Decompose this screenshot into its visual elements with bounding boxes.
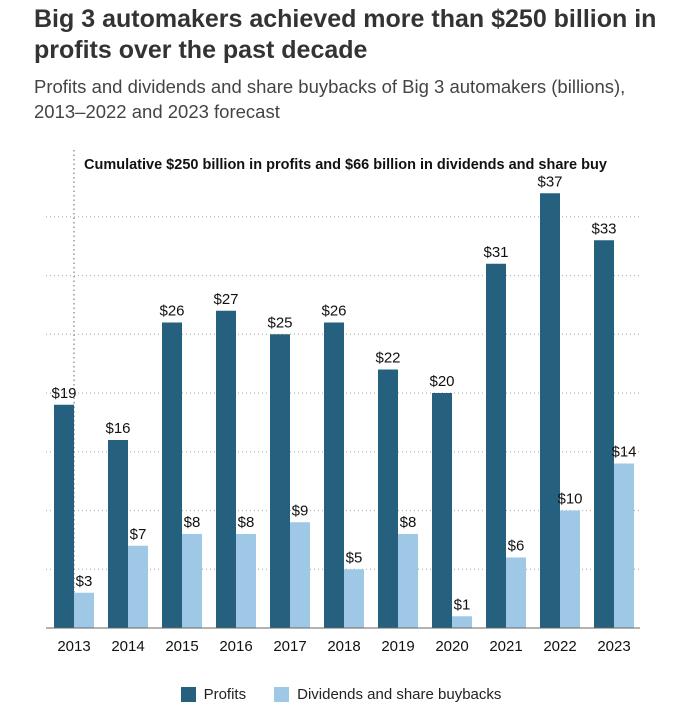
legend-item-dividends: Dividends and share buybacks — [274, 686, 501, 703]
bar-dividends-2021 — [506, 557, 526, 628]
bar-dividends-2015 — [182, 534, 202, 628]
bar-profits-2013 — [54, 404, 74, 628]
value-label-dividends-2023: $14 — [611, 444, 636, 461]
legend-swatch-dividends — [274, 687, 290, 702]
bar-dividends-2013 — [74, 592, 94, 628]
value-label-profits-2019: $22 — [375, 350, 400, 367]
x-tick-label-2016: 2016 — [219, 638, 252, 655]
chart-subtitle: Profits and dividends and share buybacks… — [34, 76, 626, 122]
value-labels: $19 $3 $16 $7 $26 $8 $27 $8 $25 $9 $26 $5 $22 $8 $20 $1… — [51, 173, 636, 613]
bar-profits-2017 — [270, 334, 290, 628]
value-label-profits-2022: $37 — [537, 173, 562, 190]
x-tick-label-2015: 2015 — [165, 638, 198, 655]
x-tick-label-2023: 2023 — [597, 638, 630, 655]
value-label-profits-2020: $20 — [429, 373, 454, 390]
x-tick-label-2019: 2019 — [381, 638, 414, 655]
bar-dividends-2018 — [344, 569, 364, 628]
value-label-dividends-2021: $6 — [508, 538, 525, 555]
legend-item-profits: Profits — [180, 686, 247, 703]
x-tick-label-2018: 2018 — [327, 638, 360, 655]
value-label-profits-2015: $26 — [159, 303, 184, 320]
value-label-dividends-2018: $5 — [346, 549, 363, 566]
x-tick-label-2017: 2017 — [273, 638, 306, 655]
value-label-dividends-2014: $7 — [130, 526, 147, 543]
bar-profits-2021 — [486, 263, 506, 628]
value-label-dividends-2020: $1 — [454, 596, 471, 613]
bar-profits-2019 — [378, 369, 398, 628]
bar-profits-2015 — [162, 322, 182, 628]
bar-dividends-2014 — [128, 545, 148, 628]
value-label-profits-2016: $27 — [213, 291, 238, 308]
value-label-dividends-2017: $9 — [292, 502, 309, 519]
value-label-profits-2014: $16 — [105, 420, 130, 437]
bar-chart: $19 $3 $16 $7 $26 $8 $27 $8 $25 $9 $26 $5 $22 $8 $20 $1… — [46, 150, 640, 655]
cumulative-annotation: Cumulative $250 billion in profits and $… — [84, 157, 607, 173]
value-label-dividends-2013: $3 — [76, 573, 93, 590]
legend-swatch-profits — [180, 687, 196, 702]
bar-profits-2022 — [540, 193, 560, 628]
bar-dividends-2016 — [236, 534, 256, 628]
value-label-profits-2023: $33 — [591, 220, 616, 237]
x-tick-label-2020: 2020 — [435, 638, 468, 655]
bar-profits-2018 — [324, 322, 344, 628]
bar-profits-2023 — [594, 240, 614, 628]
value-label-profits-2017: $25 — [267, 314, 292, 331]
legend-label-profits: Profits — [203, 686, 247, 703]
legend-label-dividends: Dividends and share buybacks — [297, 686, 502, 703]
value-label-dividends-2016: $8 — [238, 514, 255, 531]
bar-dividends-2023 — [614, 463, 634, 628]
legend: Profits Dividends and share buybacks — [0, 686, 682, 703]
chart-title: Big 3 automakers achieved more than $250… — [34, 5, 657, 64]
bar-dividends-2019 — [398, 534, 418, 628]
bar-profits-2020 — [432, 393, 452, 628]
bar-dividends-2022 — [560, 510, 580, 628]
value-label-profits-2018: $26 — [321, 303, 346, 320]
bar-dividends-2017 — [290, 522, 310, 628]
bars — [54, 193, 634, 628]
bar-dividends-2020 — [452, 616, 472, 628]
bar-profits-2016 — [216, 310, 236, 628]
x-tick-labels: 2013 2014 2015 2016 2017 2018 2019 2020 2021 2022… — [57, 638, 630, 655]
value-label-dividends-2015: $8 — [184, 514, 201, 531]
x-tick-label-2013: 2013 — [57, 638, 90, 655]
value-label-profits-2013: $19 — [51, 385, 76, 402]
x-tick-label-2021: 2021 — [489, 638, 522, 655]
x-tick-label-2014: 2014 — [111, 638, 144, 655]
x-tick-label-2022: 2022 — [543, 638, 576, 655]
bar-profits-2014 — [108, 440, 128, 628]
value-label-dividends-2022: $10 — [557, 491, 582, 508]
value-label-dividends-2019: $8 — [400, 514, 417, 531]
value-label-profits-2021: $31 — [483, 244, 508, 261]
